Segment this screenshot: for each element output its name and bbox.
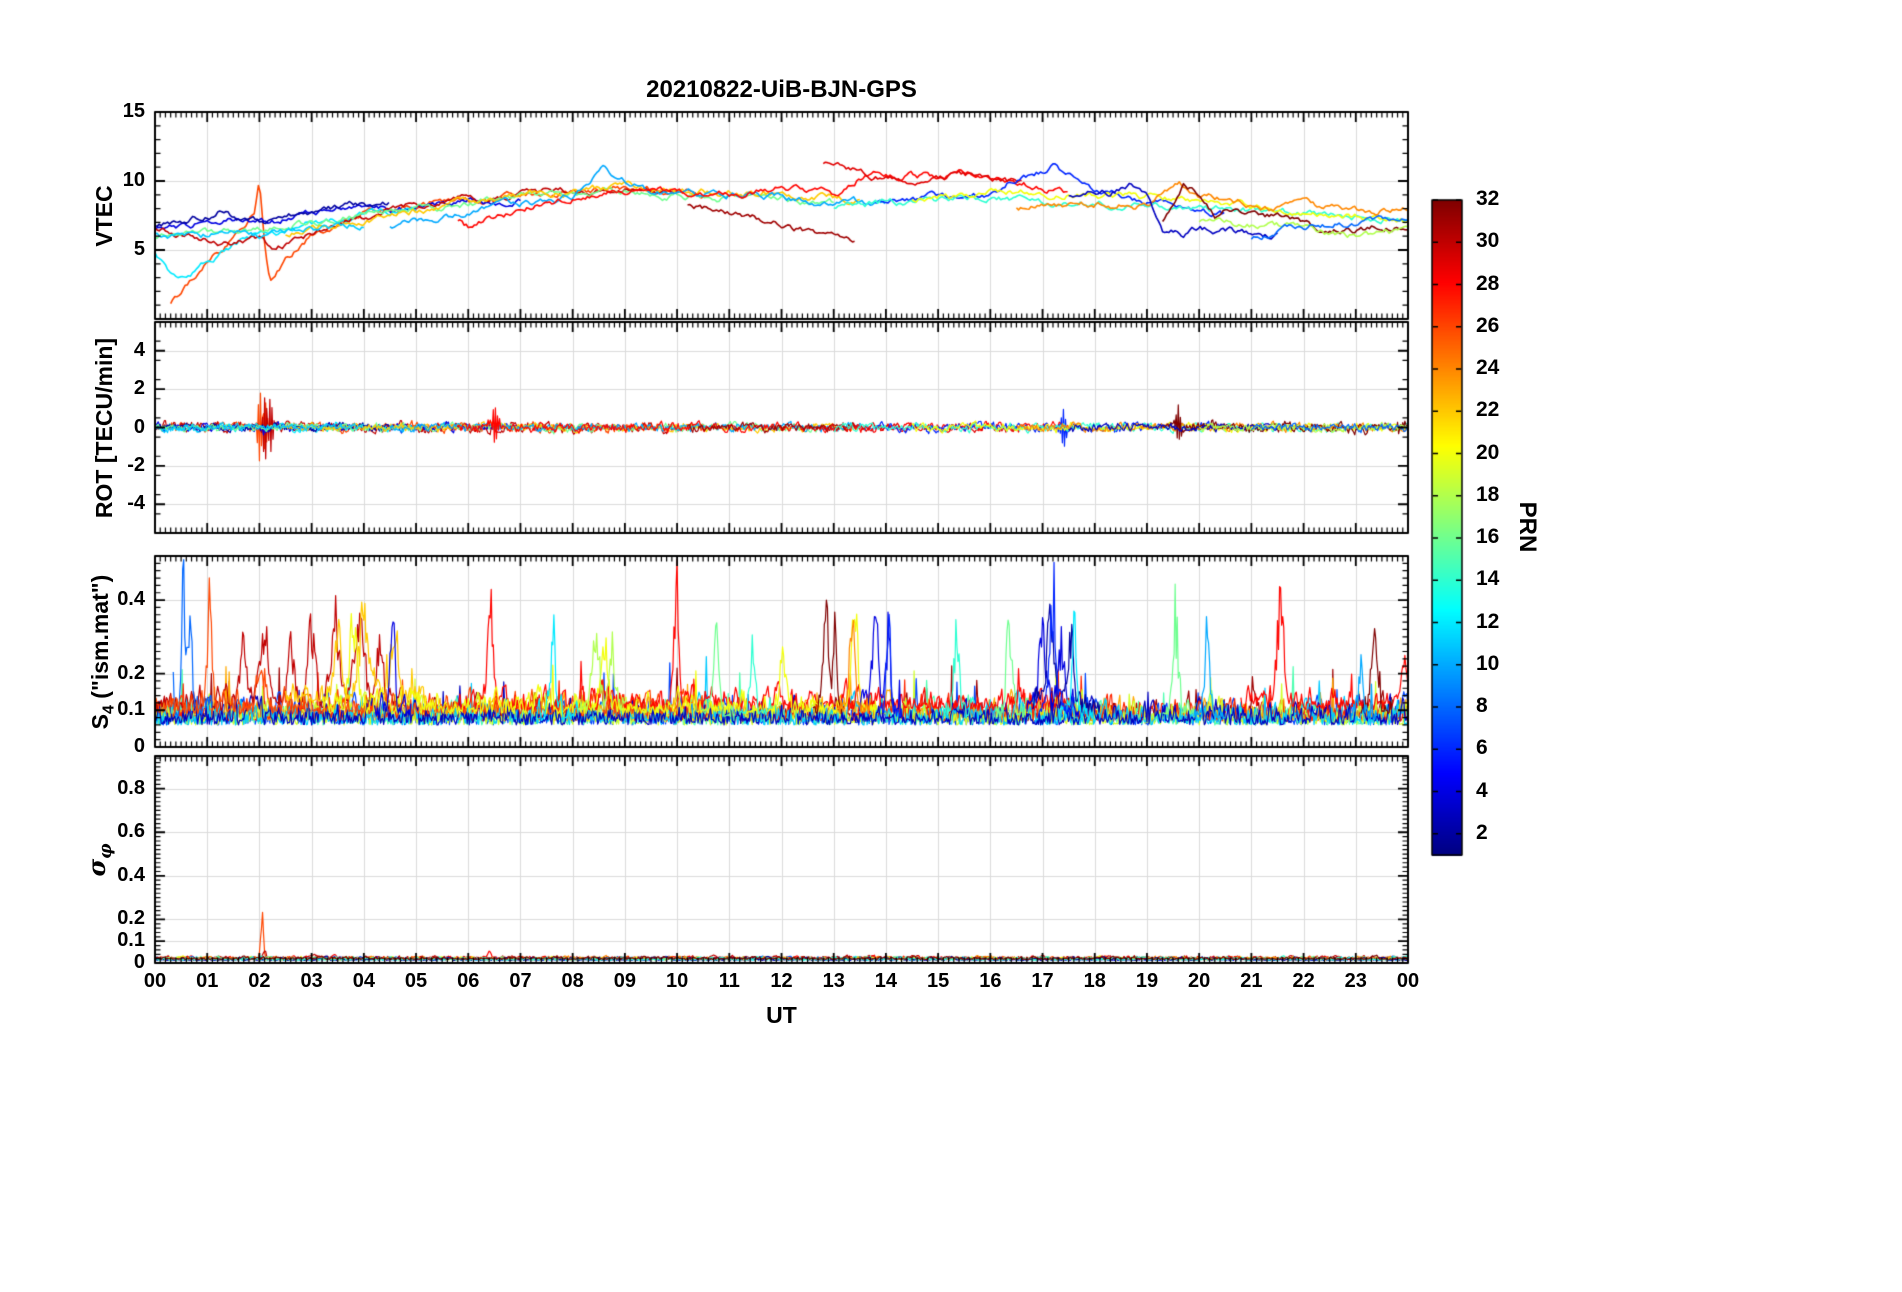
y-tick-label: 0.2 [117,661,145,684]
colorbar-tick-label: 2 [1476,820,1488,844]
x-tick-label: 16 [979,970,1002,992]
y-tick-label: 0 [133,735,145,757]
sigma-axis-label-sub: φ [95,843,116,859]
y-tick-label: 0 [133,951,145,973]
y-tick-label: 0.2 [117,907,145,930]
colorbar-tick-label: 6 [1476,736,1488,760]
colorbar-tick-label: 20 [1476,440,1500,464]
x-tick-label: 15 [927,970,950,992]
x-tick-label: 00 [1396,970,1420,992]
x-tick-label: 12 [770,970,793,992]
colorbar-tick-label: 32 [1476,187,1500,210]
y-tick-label: -2 [127,453,145,476]
x-tick-label: 07 [509,970,532,992]
y-tick-label: 10 [122,169,145,191]
colorbar-tick-label: 30 [1476,229,1500,253]
x-tick-label: 18 [1083,970,1106,992]
x-tick-label: 08 [561,970,584,992]
colorbar-tick-label: 18 [1476,482,1500,506]
colorbar-tick-label: 16 [1476,525,1500,549]
x-tick-label: 22 [1292,970,1315,992]
colorbar-tick-label: 22 [1476,398,1500,422]
x-tick-label: 20 [1188,970,1211,992]
x-tick-label: 11 [718,970,740,992]
x-tick-label: 14 [874,970,898,992]
colorbar-tick-label: 28 [1476,271,1500,295]
y-tick-label: 0.6 [117,820,145,843]
x-tick-label: 00 [143,970,167,992]
y-tick-label: 15 [122,100,145,122]
x-axis-label: UT [766,1002,797,1028]
x-tick-label: 13 [822,970,845,992]
y-tick-label: -4 [127,492,145,515]
y-tick-label: 5 [133,238,145,260]
y-tick-label: 0.4 [117,863,145,886]
colorbar-tick-label: 26 [1476,313,1500,337]
colorbar-tick-label: 10 [1476,651,1500,675]
x-tick-label: 10 [665,970,689,992]
colorbar-label: PRN [1514,501,1541,553]
colorbar-tick-label: 12 [1476,609,1500,633]
colorbar-tick-label: 8 [1476,694,1488,718]
x-tick-label: 02 [248,970,271,992]
y-tick-label: 0.8 [117,776,145,799]
x-tick-label: 05 [404,970,428,992]
y-tick-label: 0.4 [117,588,145,611]
x-tick-label: 03 [300,970,323,992]
y-tick-label: 4 [133,338,145,361]
x-tick-label: 06 [457,970,480,992]
x-tick-label: 04 [352,970,375,992]
colorbar-tick-label: 14 [1476,567,1500,591]
y-tick-label: 0.1 [117,698,145,721]
y-tick-label: 2 [133,377,145,400]
y-tick-label: 0.1 [117,929,145,952]
chart-title: 20210822-UiB-BJN-GPS [646,76,917,103]
x-tick-label: 19 [1135,970,1159,992]
y-tick-label: 0 [133,415,145,438]
x-tick-label: 17 [1031,970,1054,992]
x-tick-label: 09 [613,970,636,992]
x-tick-label: 21 [1240,970,1263,992]
colorbar-tick-label: 24 [1476,356,1500,380]
x-tick-label: 01 [196,970,219,992]
colorbar-tick-label: 4 [1476,778,1488,802]
x-tick-label: 23 [1344,970,1367,992]
